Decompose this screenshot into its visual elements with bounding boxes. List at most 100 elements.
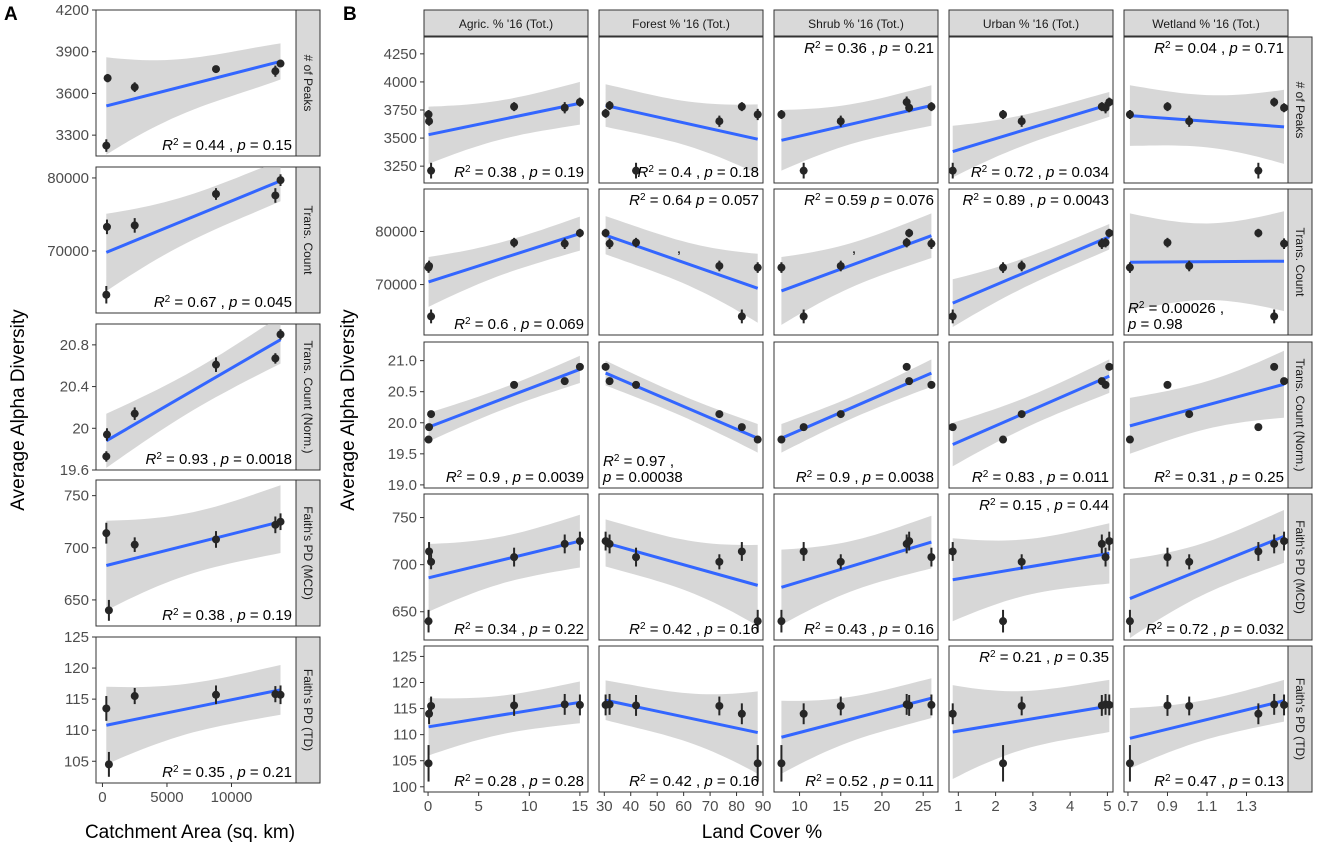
panel-b-cell: R2 = 0.38 , p = 0.19 3250 3500 3750 4000 4250	[384, 36, 589, 184]
data-point	[1125, 617, 1134, 626]
data-point	[1270, 700, 1279, 709]
data-point	[1270, 362, 1279, 371]
facet-content	[777, 85, 936, 179]
data-point	[560, 103, 569, 112]
regression-line	[105, 338, 282, 443]
r2-annotation: R2 = 0.4 , p = 0.18	[638, 164, 760, 182]
data-point	[737, 312, 746, 321]
y-tick-label: 4250	[384, 46, 417, 63]
data-point	[715, 701, 724, 710]
facet-content	[1125, 679, 1288, 782]
x-tick-label: 3	[1029, 798, 1037, 815]
regression-line	[952, 551, 1110, 582]
panel-b-row-strip: Faith's PD (MCD)	[1287, 493, 1313, 641]
data-point	[1185, 117, 1194, 126]
data-point	[104, 760, 113, 769]
regression-line	[428, 539, 581, 580]
data-point	[605, 101, 614, 110]
data-point	[510, 553, 519, 562]
y-tick-label: 750	[392, 510, 417, 527]
r2-annotation-p: p = 0.98	[1127, 316, 1183, 333]
x-tick-label: 10	[521, 798, 538, 815]
data-point	[605, 239, 614, 248]
data-point	[836, 117, 845, 126]
r2-annotation: R2 = 0.28 , p = 0.28	[454, 773, 584, 791]
facet-content	[949, 523, 1113, 633]
data-point	[927, 553, 936, 562]
data-point	[102, 141, 111, 150]
r2-annotation: R2 = 0.89 , p = 0.0043	[962, 192, 1109, 210]
data-point	[777, 263, 786, 272]
data-point	[1101, 103, 1110, 112]
regression-line	[952, 374, 1110, 446]
data-point	[715, 557, 724, 566]
r2-annotation: R2 = 0.31 , p = 0.25	[1154, 469, 1284, 487]
x-tick-label: 15	[832, 798, 849, 815]
data-point	[753, 759, 762, 768]
facet-content	[601, 519, 762, 633]
panel-b-cell: R2 = 0.00026 ,p = 0.98	[1123, 188, 1289, 336]
panel-b-cell: R2 = 0.9 , p = 0.0038	[773, 341, 939, 489]
strip-label: Faith's PD (TD)	[1293, 678, 1307, 760]
data-point	[836, 557, 845, 566]
y-tick-label: 120	[64, 660, 89, 677]
x-tick-label: 4	[1066, 798, 1074, 815]
y-tick-label: 100	[392, 779, 417, 796]
panel-b-cell: R2 = 0.36 , p = 0.21	[773, 36, 939, 184]
data-point	[1163, 238, 1172, 247]
facet-strip	[948, 9, 1114, 37]
panel-b-cell: R2 = 0.42 , p = 0.16 30 40 50 60 70 80 90	[596, 645, 771, 815]
data-point	[575, 98, 584, 107]
regression-line	[428, 700, 581, 729]
regression-line	[605, 233, 759, 290]
r2-annotation: R2 = 0.97 ,	[603, 453, 674, 471]
data-point	[1270, 98, 1279, 107]
regression-line	[605, 371, 759, 440]
y-tick-label: 3600	[56, 85, 89, 102]
panel-b-row-strip: Trans. Count (Norm.)	[1287, 341, 1313, 489]
facet-content	[601, 680, 762, 782]
data-point	[212, 690, 220, 699]
panel-b-cell: R2 = 0.64 p = 0.057,	[598, 188, 764, 336]
data-point	[949, 166, 957, 175]
data-point	[1017, 261, 1026, 270]
regression-line	[605, 104, 759, 141]
data-point	[103, 74, 112, 83]
confidence-band	[605, 216, 758, 323]
regression-line	[106, 688, 281, 727]
confidence-band	[952, 359, 1110, 467]
data-point	[927, 380, 936, 389]
data-point	[753, 435, 762, 444]
data-point	[605, 700, 614, 709]
facet-content	[102, 167, 285, 304]
data-point	[632, 701, 641, 710]
facet-content	[949, 359, 1113, 467]
r2-annotation: R2 = 0.15 , p = 0.44	[979, 497, 1109, 515]
data-point	[1254, 709, 1263, 718]
data-point	[1163, 102, 1172, 111]
x-tick-label: 0	[424, 798, 432, 815]
data-point	[130, 221, 139, 230]
facet-content	[102, 43, 285, 155]
facet-strip	[773, 9, 939, 37]
r2-annotation: R2 = 0.72 , p = 0.032	[1146, 621, 1284, 639]
data-point	[799, 166, 808, 175]
data-point	[1185, 261, 1194, 270]
panel-b-y-axis-title: Average Alpha Diversity	[338, 309, 359, 511]
stray-mark: ,	[677, 240, 681, 257]
y-tick-label: 20.8	[60, 337, 89, 354]
panel-a-row: R2 = 0.93 , p = 0.0018 Trans. Count (Norm…	[60, 323, 321, 479]
regression-line	[105, 59, 281, 108]
x-tick-label: 10000	[211, 789, 253, 806]
y-tick-label: 110	[65, 722, 89, 739]
r2-annotation: R2 = 0.59 p = 0.076	[804, 192, 934, 210]
facet-content	[424, 681, 584, 782]
data-point	[560, 700, 569, 709]
y-tick-label: 700	[392, 557, 417, 574]
data-point	[1105, 362, 1113, 371]
regression-line	[781, 104, 932, 142]
regression-line	[428, 232, 581, 284]
data-point	[212, 65, 220, 74]
x-tick-label: 1.1	[1197, 798, 1218, 815]
panel-b-col-strip: Urban % '16 (Tot.)	[948, 9, 1114, 37]
